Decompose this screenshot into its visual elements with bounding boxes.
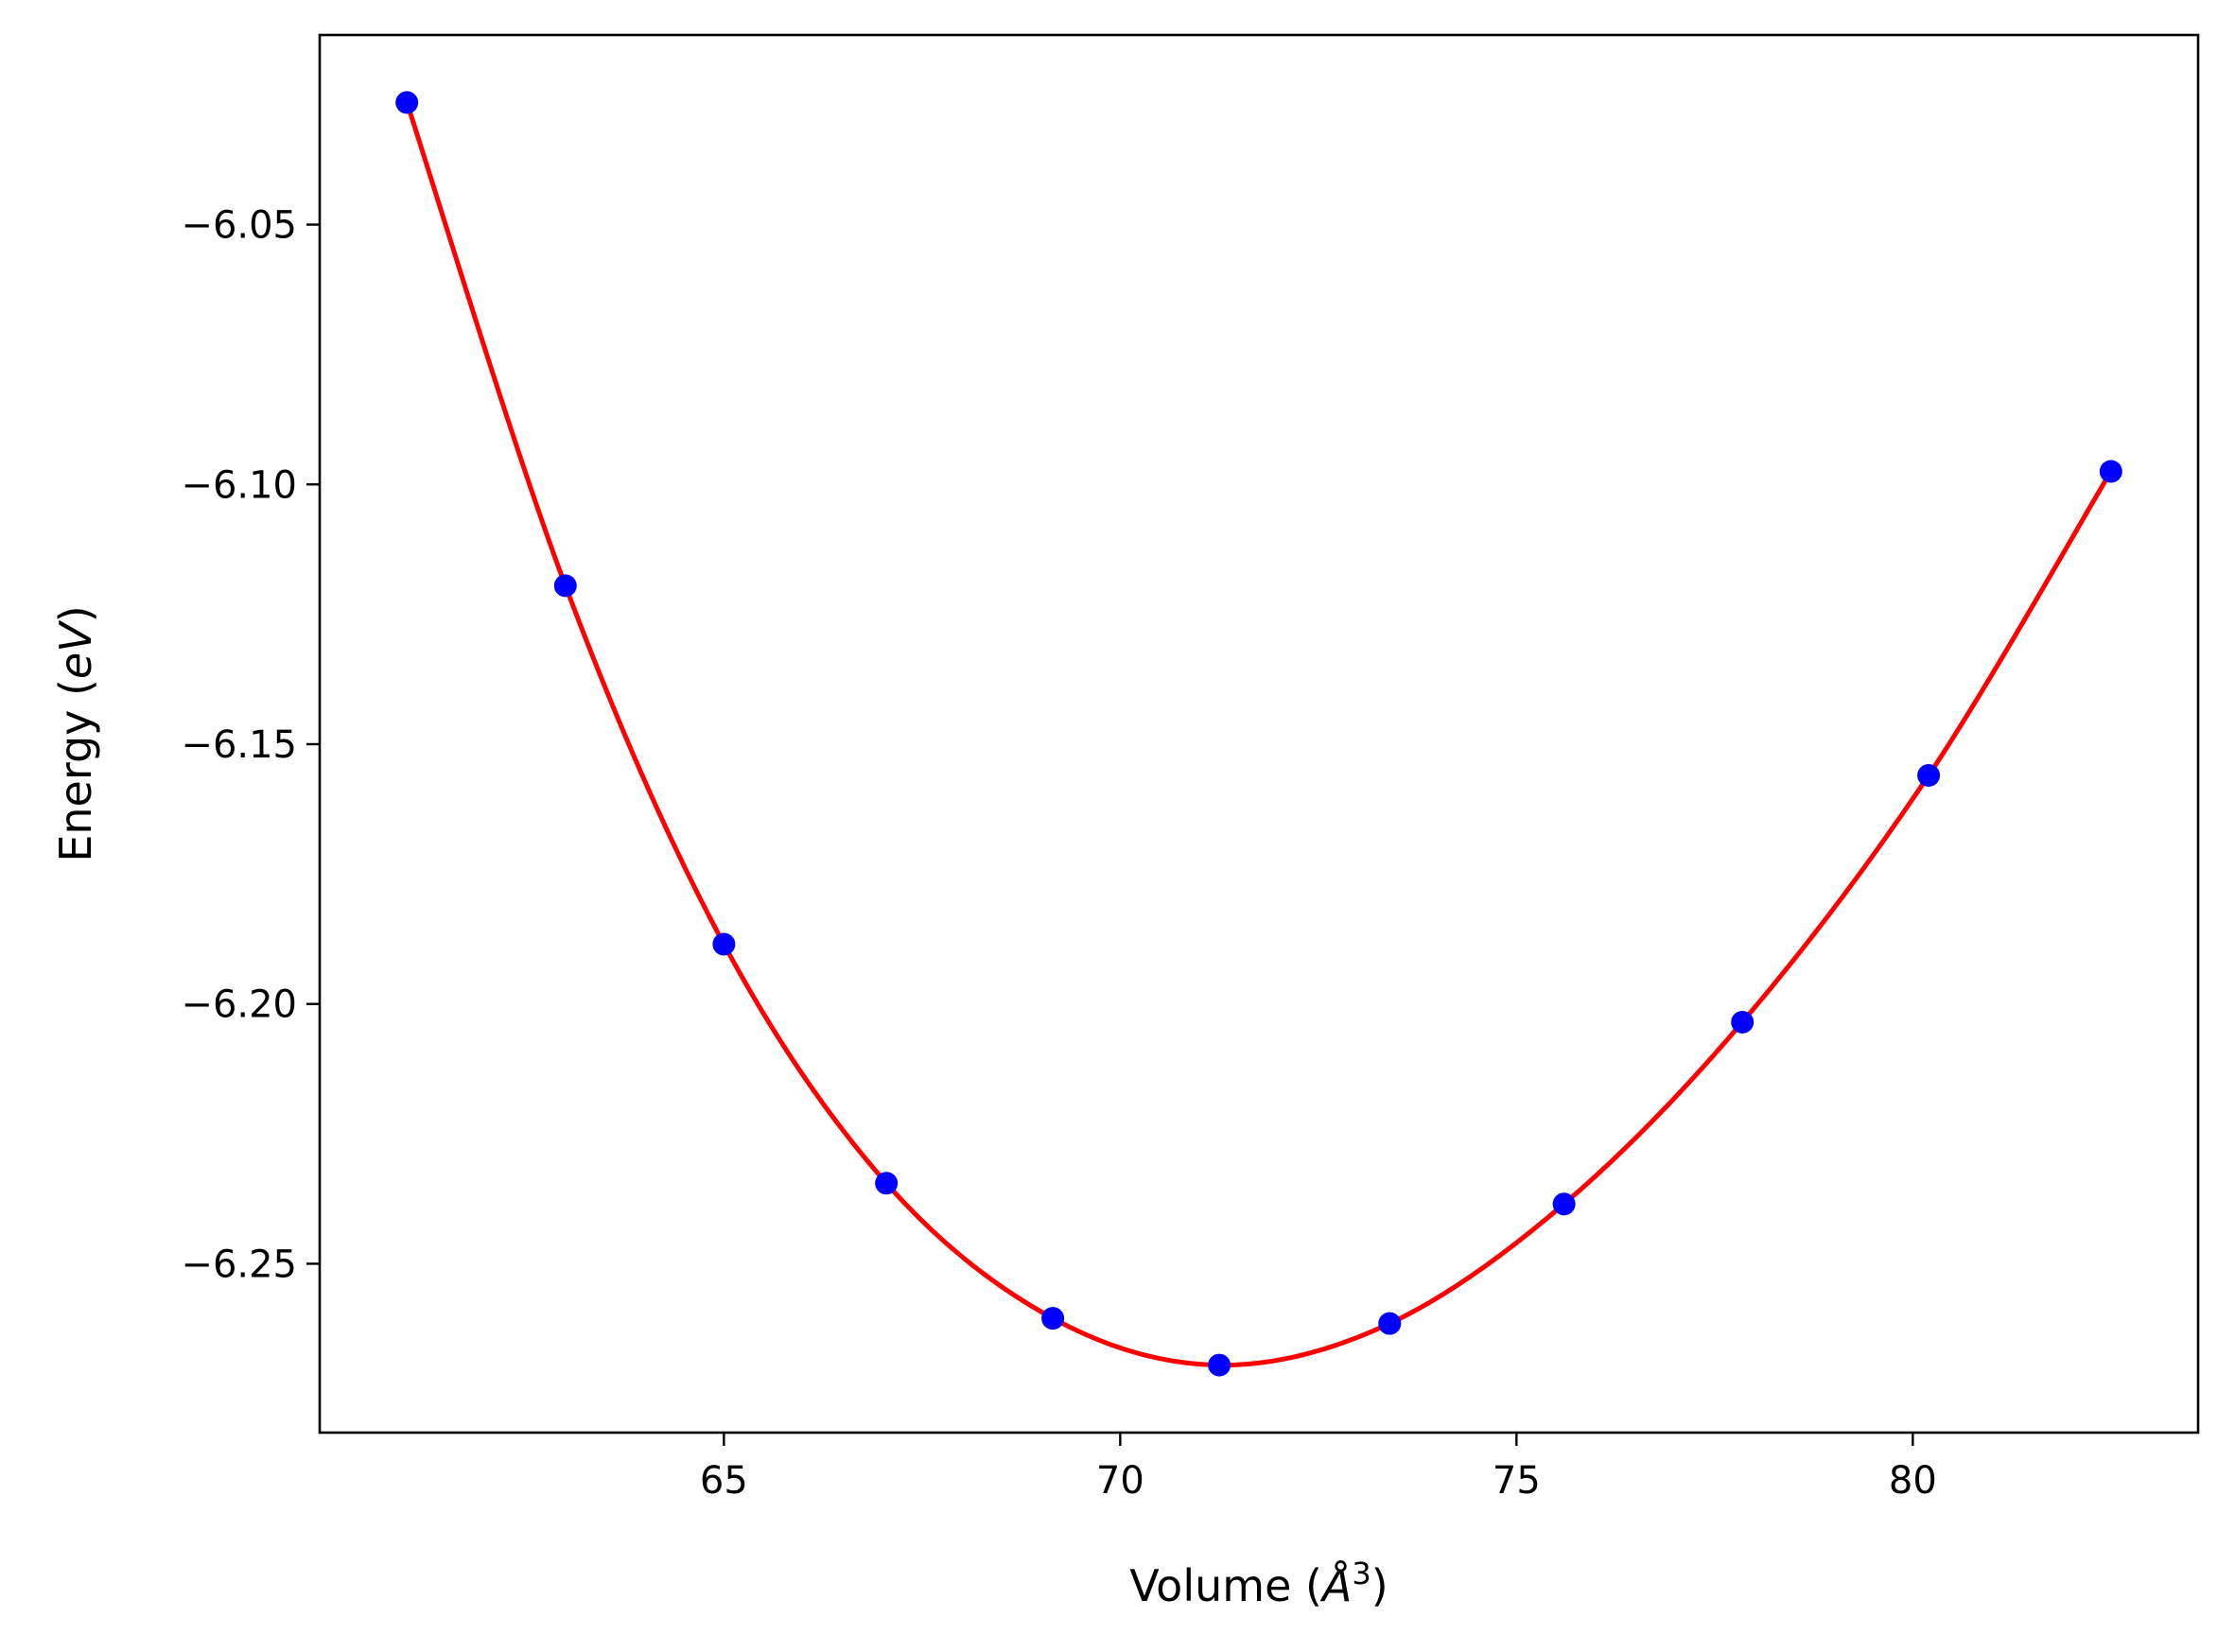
data-point-10 — [2099, 460, 2122, 483]
x-axis-label-prefix: Volume ( — [1129, 1560, 1322, 1611]
y-axis-label-suffix: ) — [50, 605, 101, 622]
y-tick-label-2: −6.15 — [181, 723, 297, 767]
fit-curve — [404, 99, 2114, 1368]
x-axis-label-superscript: 3 — [1352, 1556, 1371, 1591]
series-layer — [395, 91, 2122, 1377]
x-tick-label-0: 65 — [700, 1459, 748, 1503]
data-point-4 — [1041, 1307, 1065, 1330]
data-point-9 — [1917, 763, 1941, 787]
data-point-1 — [553, 574, 577, 598]
y-tick-label-4: −6.25 — [181, 1243, 297, 1286]
data-point-5 — [1208, 1353, 1231, 1377]
y-axis-label-unit: eV — [50, 619, 101, 679]
data-point-6 — [1378, 1312, 1402, 1335]
data-point-3 — [875, 1172, 899, 1195]
x-axis-label: Volume (Å3) — [1129, 1556, 1388, 1611]
x-tick-label-2: 75 — [1493, 1459, 1541, 1503]
y-tick-label-0: −6.05 — [181, 204, 297, 248]
plot-area-frame — [318, 33, 2200, 1435]
x-axis-label-suffix: ) — [1371, 1560, 1388, 1611]
x-axis-label-symbol: Å — [1319, 1560, 1352, 1611]
data-point-0 — [395, 91, 419, 114]
data-point-2 — [712, 932, 736, 956]
y-axis-label-prefix: Energy ( — [50, 679, 101, 862]
x-tick-label-1: 70 — [1096, 1459, 1144, 1503]
data-point-7 — [1552, 1192, 1576, 1216]
data-point-8 — [1731, 1010, 1755, 1034]
y-tick-label-3: −6.20 — [181, 983, 297, 1027]
y-axis-label: Energy (eV) — [50, 605, 101, 861]
y-axis-ticks: −6.05 −6.10 −6.15 −6.20 −6.25 — [181, 204, 320, 1286]
y-tick-label-1: −6.10 — [181, 463, 297, 507]
x-axis-ticks: 65 70 75 80 — [700, 1433, 1937, 1503]
x-tick-label-3: 80 — [1889, 1459, 1937, 1503]
